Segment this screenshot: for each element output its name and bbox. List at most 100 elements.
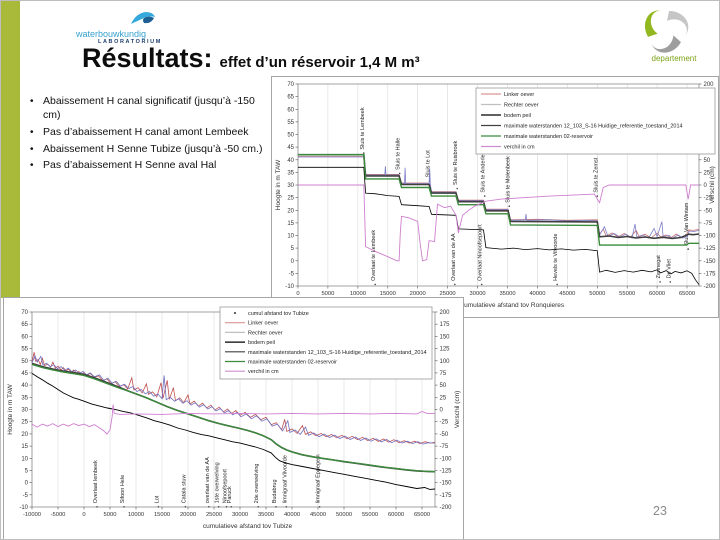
svg-text:0: 0 [296,291,299,297]
svg-text:De Vliet: De Vliet [666,259,672,279]
svg-text:65: 65 [287,95,294,101]
svg-text:35: 35 [287,170,294,176]
svg-text:verchil in cm: verchil in cm [504,145,535,151]
svg-text:5: 5 [25,468,29,474]
svg-text:Overlaat Ninoofsepoort: Overlaat Ninoofsepoort [478,224,484,281]
svg-text:-5: -5 [23,493,29,499]
svg-text:70: 70 [21,310,28,316]
svg-text:100: 100 [440,359,451,365]
svg-text:50: 50 [704,158,711,164]
svg-text:40: 40 [287,158,294,164]
svg-text:Sluis te Molenbeek: Sluis te Molenbeek [505,156,511,203]
y-axis-left-title: Hoogte in m TAW [7,383,14,434]
series-maximale-waterstanden-02-reservoir [31,363,436,473]
bullet-item: Abaissement H canal significatif (jusqu’… [27,95,275,123]
y-axis-right-title: Verschil (cm) [454,391,461,429]
svg-text:Rechter oever: Rechter oever [504,103,539,109]
svg-text:-10: -10 [285,284,294,290]
svg-text:15000: 15000 [380,291,396,297]
svg-text:200: 200 [704,82,715,88]
svg-text:-150: -150 [704,259,717,265]
svg-text:Overlaat van de AA: Overlaat van de AA [451,233,457,281]
svg-text:10000: 10000 [128,512,144,518]
svg-text:30000: 30000 [232,512,248,518]
svg-text:-75: -75 [440,444,449,450]
svg-text:150: 150 [440,334,451,340]
svg-text:25: 25 [440,395,447,401]
svg-text:30000: 30000 [470,291,486,297]
svg-text:65000: 65000 [679,291,695,297]
departement-logo: departement [637,7,711,63]
senne-profile-chart-panel: -10 -5 0 5 10 15 20 25 30 35 40 45 50 55 60 65 70 -200 -17… [3,297,464,539]
svg-text:15: 15 [21,444,28,450]
page-title: Résultats: effet d’un réservoir 1,4 M m³ [82,43,420,74]
bullet-item: Pas d’abaissement H canal amont Lembeek [27,126,275,140]
svg-text:bodem peil: bodem peil [504,113,531,119]
svg-text:-150: -150 [440,481,453,487]
svg-text:20: 20 [21,432,28,438]
series-verchil-in-cm [31,404,435,435]
svg-text:10000: 10000 [350,291,366,297]
svg-text:-200: -200 [440,505,453,511]
departement-logo-label: departement [651,54,697,63]
svg-text:25: 25 [21,420,28,426]
svg-text:40000: 40000 [529,291,545,297]
svg-text:55: 55 [21,347,28,353]
svg-text:-175: -175 [440,493,453,499]
svg-text:15: 15 [287,221,294,227]
svg-text:maximale waterstanden 02-reser: maximale waterstanden 02-reservoir [504,134,593,140]
x-axis-title: cumulatieve afstand tov Tubize [203,523,293,530]
svg-text:Zennegat: Zennegat [656,255,662,279]
svg-text:bodem peil: bodem peil [248,340,275,346]
svg-text:-125: -125 [704,246,717,252]
bullet-item: Abaissement H Senne Tubize (jusqu’à -50 … [27,143,275,157]
svg-text:Overlaat lembeek: Overlaat lembeek [93,460,99,503]
page-number: 23 [653,504,667,518]
series-maximale-waterstanden-02-reservoir [298,153,699,246]
svg-text:cumul afstand tov Tubize: cumul afstand tov Tubize [248,311,309,317]
svg-text:Linker oever: Linker oever [504,92,534,98]
svg-text:60: 60 [287,107,294,113]
svg-text:5000: 5000 [104,512,117,518]
svg-text:65: 65 [21,322,28,328]
svg-text:30: 30 [287,183,294,189]
svg-text:10: 10 [287,234,294,240]
svg-text:30: 30 [21,408,28,414]
svg-text:15000: 15000 [154,512,170,518]
svg-text:Budabrug: Budabrug [272,479,278,503]
svg-text:200: 200 [440,310,451,316]
svg-text:limnigraaf Vilvoorde: limnigraaf Vilvoorde [282,455,288,503]
svg-text:-175: -175 [704,271,717,277]
svg-text:5000: 5000 [321,291,334,297]
svg-text:-75: -75 [704,221,713,227]
svg-text:50: 50 [440,383,447,389]
svg-text:45: 45 [21,371,28,377]
departement-logo-icon [637,7,711,53]
svg-text:Paruck: Paruck [227,486,233,503]
svg-text:5: 5 [291,246,295,252]
svg-text:-50: -50 [440,432,449,438]
svg-text:Rechter oever: Rechter oever [248,330,283,336]
svg-text:-10000: -10000 [23,512,41,518]
bottom-chart: -10-50510152025303540455055606570-200-17… [7,306,461,530]
svg-text:2de overwelving: 2de overwelving [254,464,260,504]
y-axis-right-title: Verschil (cm) [709,166,716,204]
left-accent-bar [1,1,20,298]
plot-area: -10-50510152025303540455055606570-200-17… [7,306,461,530]
logo-text-line1: waterbouwkundig [76,29,147,39]
svg-text:maximale waterstanden 02-reser: maximale waterstanden 02-reservoir [248,360,337,366]
plot-area: -10-50510152025303540455055606570-200-17… [275,82,716,309]
svg-text:0: 0 [25,481,29,487]
svg-text:0: 0 [440,408,444,414]
canal-profile-chart-panel: -10 -5 0 5 10 15 20 25 30 35 40 45 50 55 60 65 70 -200 -17… [271,76,719,318]
svg-text:1ste overwelving: 1ste overwelving [215,462,221,503]
top-chart: -10-50510152025303540455055606570-200-17… [275,82,716,309]
svg-text:50000: 50000 [336,512,352,518]
svg-text:0: 0 [704,183,708,189]
series-rechter-oever [298,156,700,240]
svg-text:-100: -100 [440,456,453,462]
svg-text:65000: 65000 [414,512,430,518]
svg-text:Sluis te Ruisbroek: Sluis te Ruisbroek [453,140,459,185]
svg-text:verchil in cm: verchil in cm [248,369,279,375]
bullet-item: Pas d’abaissement H Senne aval Hal [27,159,275,173]
